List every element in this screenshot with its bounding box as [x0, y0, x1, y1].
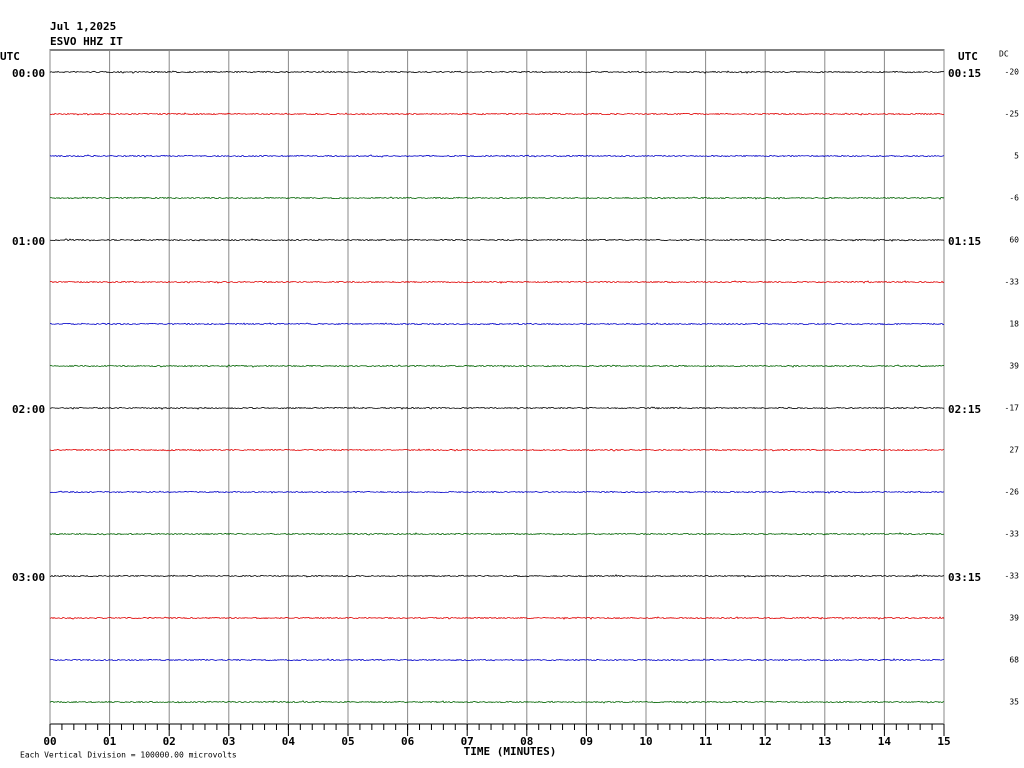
trace [49, 406, 945, 410]
row-time-label: 01:15 [948, 235, 981, 248]
dc-offset: 39 [1009, 614, 1019, 623]
dc-offset: 35 [1009, 698, 1019, 707]
x-tick-label: 15 [937, 735, 950, 748]
dc-offset: 27 [1009, 446, 1019, 455]
dc-offset: -33 [1005, 278, 1020, 287]
dc-offset: -26 [1005, 488, 1020, 497]
trace [49, 532, 945, 536]
dc-offset: 39 [1009, 362, 1019, 371]
row-time-label: 03:15 [948, 571, 981, 584]
dc-offset: -17 [1005, 404, 1020, 413]
trace [49, 574, 945, 578]
x-tick-label: 08 [520, 735, 533, 748]
row-time-label: 00:15 [948, 67, 981, 80]
dc-offset: -6 [1009, 194, 1019, 203]
trace [49, 70, 945, 74]
x-axis-label: TIME (MINUTES) [464, 745, 557, 758]
trace [49, 280, 945, 284]
right-axis-label: UTC [958, 50, 978, 63]
chart-subtitle: ESVO HHZ IT [50, 35, 123, 48]
x-tick-label: 06 [401, 735, 415, 748]
trace [49, 196, 945, 200]
dc-offset: -33 [1005, 572, 1020, 581]
x-tick-label: 14 [878, 735, 892, 748]
plot-frame [49, 49, 945, 725]
x-tick-label: 05 [341, 735, 354, 748]
x-tick-label: 10 [639, 735, 652, 748]
row-time-label: 00:00 [12, 67, 45, 80]
trace [49, 238, 945, 242]
x-tick-label: 11 [699, 735, 713, 748]
x-tick-label: 01 [103, 735, 117, 748]
row-time-label: 02:00 [12, 403, 45, 416]
x-tick-label: 12 [759, 735, 772, 748]
dc-offset: 60 [1009, 236, 1019, 245]
trace [49, 448, 945, 452]
trace [49, 364, 945, 368]
x-tick-label: 04 [282, 735, 296, 748]
dc-offset: 68 [1009, 656, 1019, 665]
trace [49, 490, 945, 494]
trace [49, 700, 945, 704]
left-axis-label: UTC [0, 50, 20, 63]
trace [49, 112, 945, 116]
x-tick-label: 09 [580, 735, 593, 748]
trace [49, 658, 945, 662]
x-tick-label: 13 [818, 735, 831, 748]
x-tick-label: 03 [222, 735, 235, 748]
row-time-label: 03:00 [12, 571, 45, 584]
dc-label: DC [999, 50, 1009, 59]
dc-offset: -33 [1005, 530, 1020, 539]
dc-offset: 5 [1014, 152, 1019, 161]
row-time-label: 01:00 [12, 235, 45, 248]
trace [49, 322, 945, 326]
trace [49, 616, 945, 620]
x-tick-label: 07 [461, 735, 474, 748]
footer: Each Vertical Division = 100000.00 micro… [20, 751, 237, 760]
trace [49, 154, 945, 158]
row-time-label: 02:15 [948, 403, 981, 416]
dc-offset: -20 [1005, 68, 1020, 77]
chart-title: Jul 1,2025 [50, 20, 116, 33]
dc-offset: -25 [1005, 110, 1020, 119]
x-tick-label: 00 [43, 735, 56, 748]
x-tick-label: 02 [163, 735, 176, 748]
dc-offset: 18 [1009, 320, 1019, 329]
